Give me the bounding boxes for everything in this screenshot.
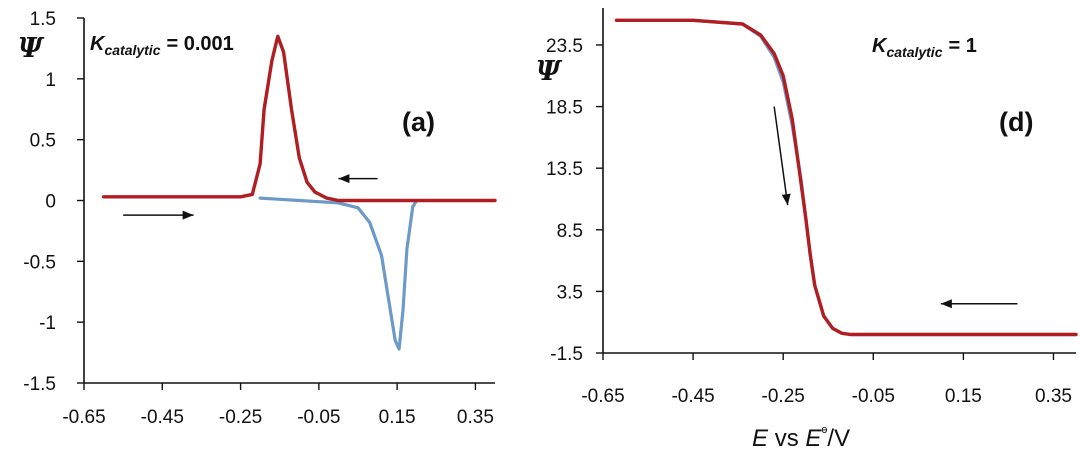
- panel-d-label: (d): [999, 107, 1033, 137]
- panel-a-x-tick-label: -0.25: [219, 407, 262, 428]
- panel-a-y-tick-label: 1: [45, 70, 56, 91]
- chart-panel-d: -0.65 -0.45 -0.25 -0.05 0.15 0.35 -1.5 3.5 8.5 13…: [536, 8, 1078, 452]
- panel-a-x-tick-label: -0.65: [62, 407, 105, 428]
- panel-a-y-tick-label: -1: [39, 313, 56, 334]
- panel-d-series-reverse: [614, 18, 1078, 337]
- panel-d-y-axis-label: Ψ: [536, 56, 563, 87]
- panel-a-k-annotation: Kcatalytic = 0.001: [90, 33, 234, 58]
- panel-d-y-tick-label: 8.5: [557, 221, 583, 242]
- panel-a-y-tick-label: 0.5: [30, 131, 56, 152]
- panel-d-x-tick-label: -0.45: [671, 386, 714, 407]
- chart-panel-a: -0.65 -0.45 -0.25 -0.05 0.15 0.35 -1.5 -1 -0.5 0 0…: [18, 9, 497, 428]
- panel-a-y-tick-label: 0: [45, 192, 56, 213]
- panel-a-y-tick-label: -0.5: [23, 252, 56, 273]
- panel-d-k-annotation: Kcatalytic = 1: [872, 35, 977, 60]
- panel-d-arrow-left: [940, 299, 1018, 309]
- panel-a-y-tick-label: -1.5: [23, 374, 56, 395]
- panel-a-y-axis-label: Ψ: [18, 33, 45, 64]
- panel-a-x-tick-label: -0.45: [141, 407, 184, 428]
- panel-a-x-tick-label: 0.35: [457, 407, 494, 428]
- panel-d-y-tick-label: 3.5: [557, 282, 583, 303]
- panel-a-arrow-left: [338, 174, 378, 184]
- panel-a-x-tick-label: 0.15: [379, 407, 416, 428]
- panel-a-x-tick-label: -0.05: [297, 407, 340, 428]
- panel-d-y-tick-label: 18.5: [546, 98, 583, 119]
- panel-a-y-tick-label: 1.5: [30, 9, 56, 30]
- panel-d-x-tick-label: -0.25: [762, 386, 805, 407]
- panel-d-x-tick-label: -0.65: [581, 386, 624, 407]
- panel-d-x-tick-label: -0.05: [852, 386, 895, 407]
- panel-d-arrow-down: [773, 106, 791, 206]
- panel-a-series-reverse: [101, 34, 497, 203]
- panel-d-x-tick-label: 0.15: [945, 386, 982, 407]
- panel-d-y-tick-label: 13.5: [546, 159, 583, 180]
- panel-d-x-axis-label: E vs Eᶱ/V: [752, 424, 850, 452]
- panel-d-y-tick-label: -1.5: [550, 344, 583, 365]
- panel-a-label: (a): [402, 107, 435, 137]
- panel-d-x-tick-label: 0.35: [1035, 386, 1072, 407]
- panel-a-series-forward: [258, 196, 419, 351]
- panel-d-y-tick-label: 23.5: [546, 36, 583, 57]
- panel-a-arrow-right: [123, 210, 194, 220]
- panel-d-series-forward: [614, 18, 1078, 337]
